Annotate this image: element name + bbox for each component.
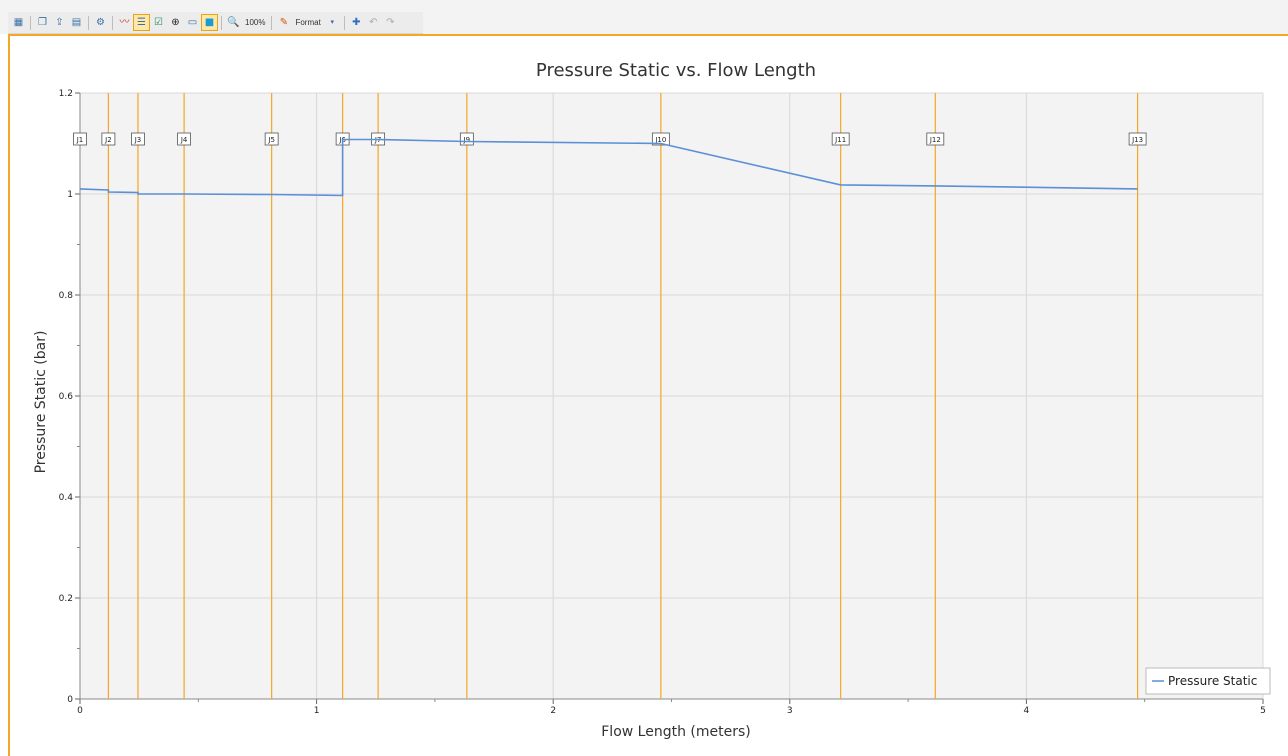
y-tick-label: 1.2: [59, 89, 73, 99]
junction-label: J5: [267, 136, 275, 144]
legend[interactable]: Pressure Static: [1145, 667, 1271, 695]
junction-label: J3: [134, 136, 142, 144]
series-layer: [79, 138, 1138, 197]
new-graph-icon[interactable]: ▦: [13, 16, 24, 28]
chart-title: Pressure Static vs. Flow Length: [536, 60, 816, 81]
y-tick-label: 0.4: [59, 493, 74, 503]
junction-label: J9: [463, 136, 471, 144]
x-tick-label: 5: [1260, 706, 1266, 716]
toolbar-strip: ▦ ❐ ⇪ ▤ ⚙ 〰 ☰ ☑ ⊕ ▭ ■ 🔍 100% ✎ Format ▾ …: [8, 12, 423, 34]
toolbar-separator: [30, 15, 31, 30]
junction-markers: J1 J2 J3 J4 J5 J6 J7 J9 J10 J11 J12 J13: [73, 93, 1147, 699]
junction-label: J2: [104, 136, 112, 144]
junction-label: J13: [1131, 136, 1143, 144]
series-line-pressure-static: [79, 138, 1138, 197]
y-tick-label: 0.8: [59, 291, 74, 301]
y-tick-label: 0.6: [59, 392, 74, 402]
junction-label-box: [177, 132, 192, 146]
junction-label-box: [264, 132, 279, 146]
zoom-icon[interactable]: 🔍: [227, 16, 240, 28]
settings-icon[interactable]: ⚙: [96, 16, 105, 28]
check-icon[interactable]: ☑: [154, 16, 163, 28]
table-icon[interactable]: ▤: [71, 16, 82, 28]
undo-icon[interactable]: ↶: [369, 16, 378, 28]
crosshair-icon[interactable]: ⊕: [171, 16, 180, 28]
y-tick-label: 1: [67, 190, 73, 200]
x-axis-label: Flow Length (meters): [601, 724, 750, 740]
junction-label-box: [831, 132, 850, 146]
redo-icon[interactable]: ↷: [386, 16, 395, 28]
format-icon[interactable]: ✎: [279, 16, 289, 28]
add-icon[interactable]: ✚: [352, 16, 361, 28]
junction-label-box: [73, 132, 87, 146]
chart: Pressure Static vs. Flow Length J1 J2 J3 J4…: [33, 60, 1271, 740]
chart-toolbar: ▦ ❐ ⇪ ▤ ⚙ 〰 ☰ ☑ ⊕ ▭ ■ 🔍 100% ✎ Format ▾ …: [0, 0, 1288, 34]
toolbar-separator: [343, 15, 345, 30]
zoom-level[interactable]: 100%: [245, 18, 266, 27]
y-tick-label: 0.2: [59, 594, 73, 604]
toolbar-separator: [271, 15, 273, 30]
toolbar-separator: [88, 15, 89, 30]
chevron-down-icon[interactable]: ▾: [330, 18, 335, 26]
y-tick-label: 0: [67, 695, 73, 705]
chart-frame: Pressure Static vs. Flow Length J1 J2 J3 J4…: [8, 34, 1288, 756]
ruler-icon[interactable]: ▭: [187, 16, 198, 28]
x-tick-label: 1: [314, 706, 320, 716]
y-axis-label: Pressure Static (bar): [33, 331, 49, 474]
select-box-icon[interactable]: ■: [201, 14, 218, 31]
junction-label-box: [651, 132, 670, 146]
export-icon[interactable]: ⇪: [55, 16, 64, 28]
toolbar-separator: [112, 15, 113, 30]
junction-label: J10: [654, 136, 666, 144]
junction-label: J11: [834, 136, 846, 144]
legend-box: [1145, 667, 1271, 695]
junction-label-box: [926, 132, 945, 146]
legend-entry-pressure-static: Pressure Static: [1168, 674, 1257, 688]
x-tick-label: 3: [787, 706, 793, 716]
curve-icon[interactable]: 〰: [119, 16, 130, 28]
junction-label-box: [131, 132, 145, 146]
legend-icon[interactable]: ☰: [133, 14, 150, 31]
tick-labels: 0 1 2 3 4 5 0 0.2 0.4 0.6 0.8 1 1.2: [59, 89, 1266, 716]
junction-label-box: [1128, 132, 1147, 146]
junction-label: J1: [76, 136, 84, 144]
junction-label: J4: [180, 136, 188, 144]
x-tick-label: 2: [550, 706, 556, 716]
junction-label: J12: [929, 136, 941, 144]
x-tick-label: 0: [77, 706, 83, 716]
junction-label-box: [101, 132, 116, 146]
toolbar-separator: [221, 15, 222, 30]
copy-icon[interactable]: ❐: [38, 16, 47, 28]
format-button[interactable]: Format: [295, 18, 321, 27]
x-tick-label: 4: [1024, 706, 1030, 716]
